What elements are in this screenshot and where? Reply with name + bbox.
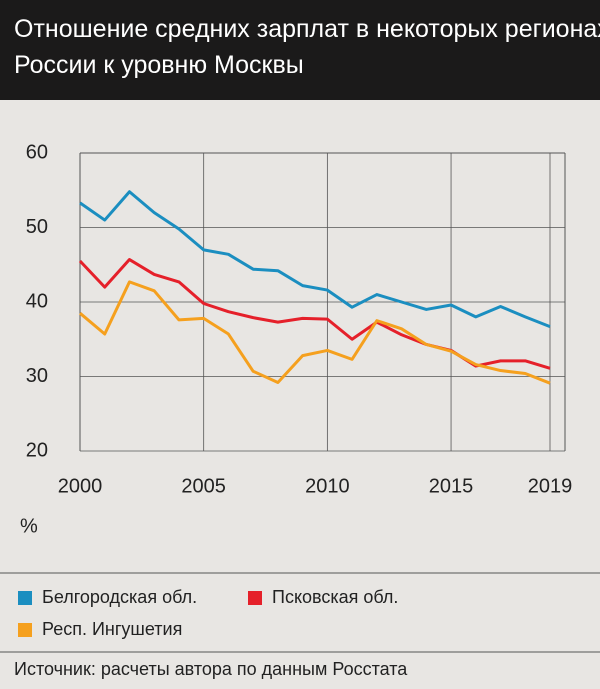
source: Источник: расчеты автора по данным Росст… bbox=[14, 659, 408, 679]
legend-marker bbox=[248, 591, 262, 605]
header bbox=[0, 0, 600, 100]
x-tick-label: 2019 bbox=[528, 475, 573, 497]
legend-marker bbox=[18, 591, 32, 605]
legend-label: Псковская обл. bbox=[272, 587, 398, 607]
legend-marker bbox=[18, 623, 32, 637]
x-tick-label: 2000 bbox=[58, 475, 103, 497]
y-tick-label: 40 bbox=[26, 290, 48, 312]
y-tick-label: 50 bbox=[26, 216, 48, 238]
y-tick-label: 20 bbox=[26, 439, 48, 461]
legend-label: Белгородская обл. bbox=[42, 587, 197, 607]
y-tick-label: 60 bbox=[26, 141, 48, 163]
x-tick-label: 2010 bbox=[305, 475, 350, 497]
series-line bbox=[79, 190, 551, 328]
series-line bbox=[79, 280, 551, 385]
x-tick-label: 2015 bbox=[429, 475, 474, 497]
legend-label: Респ. Ингушетия bbox=[42, 619, 182, 639]
chart-title: Отношение средних зарплат в некоторых ре… bbox=[14, 15, 600, 79]
x-tick-label: 2005 bbox=[181, 475, 226, 497]
y-tick-label: 30 bbox=[26, 365, 48, 387]
y-axis-label: % bbox=[20, 515, 38, 537]
